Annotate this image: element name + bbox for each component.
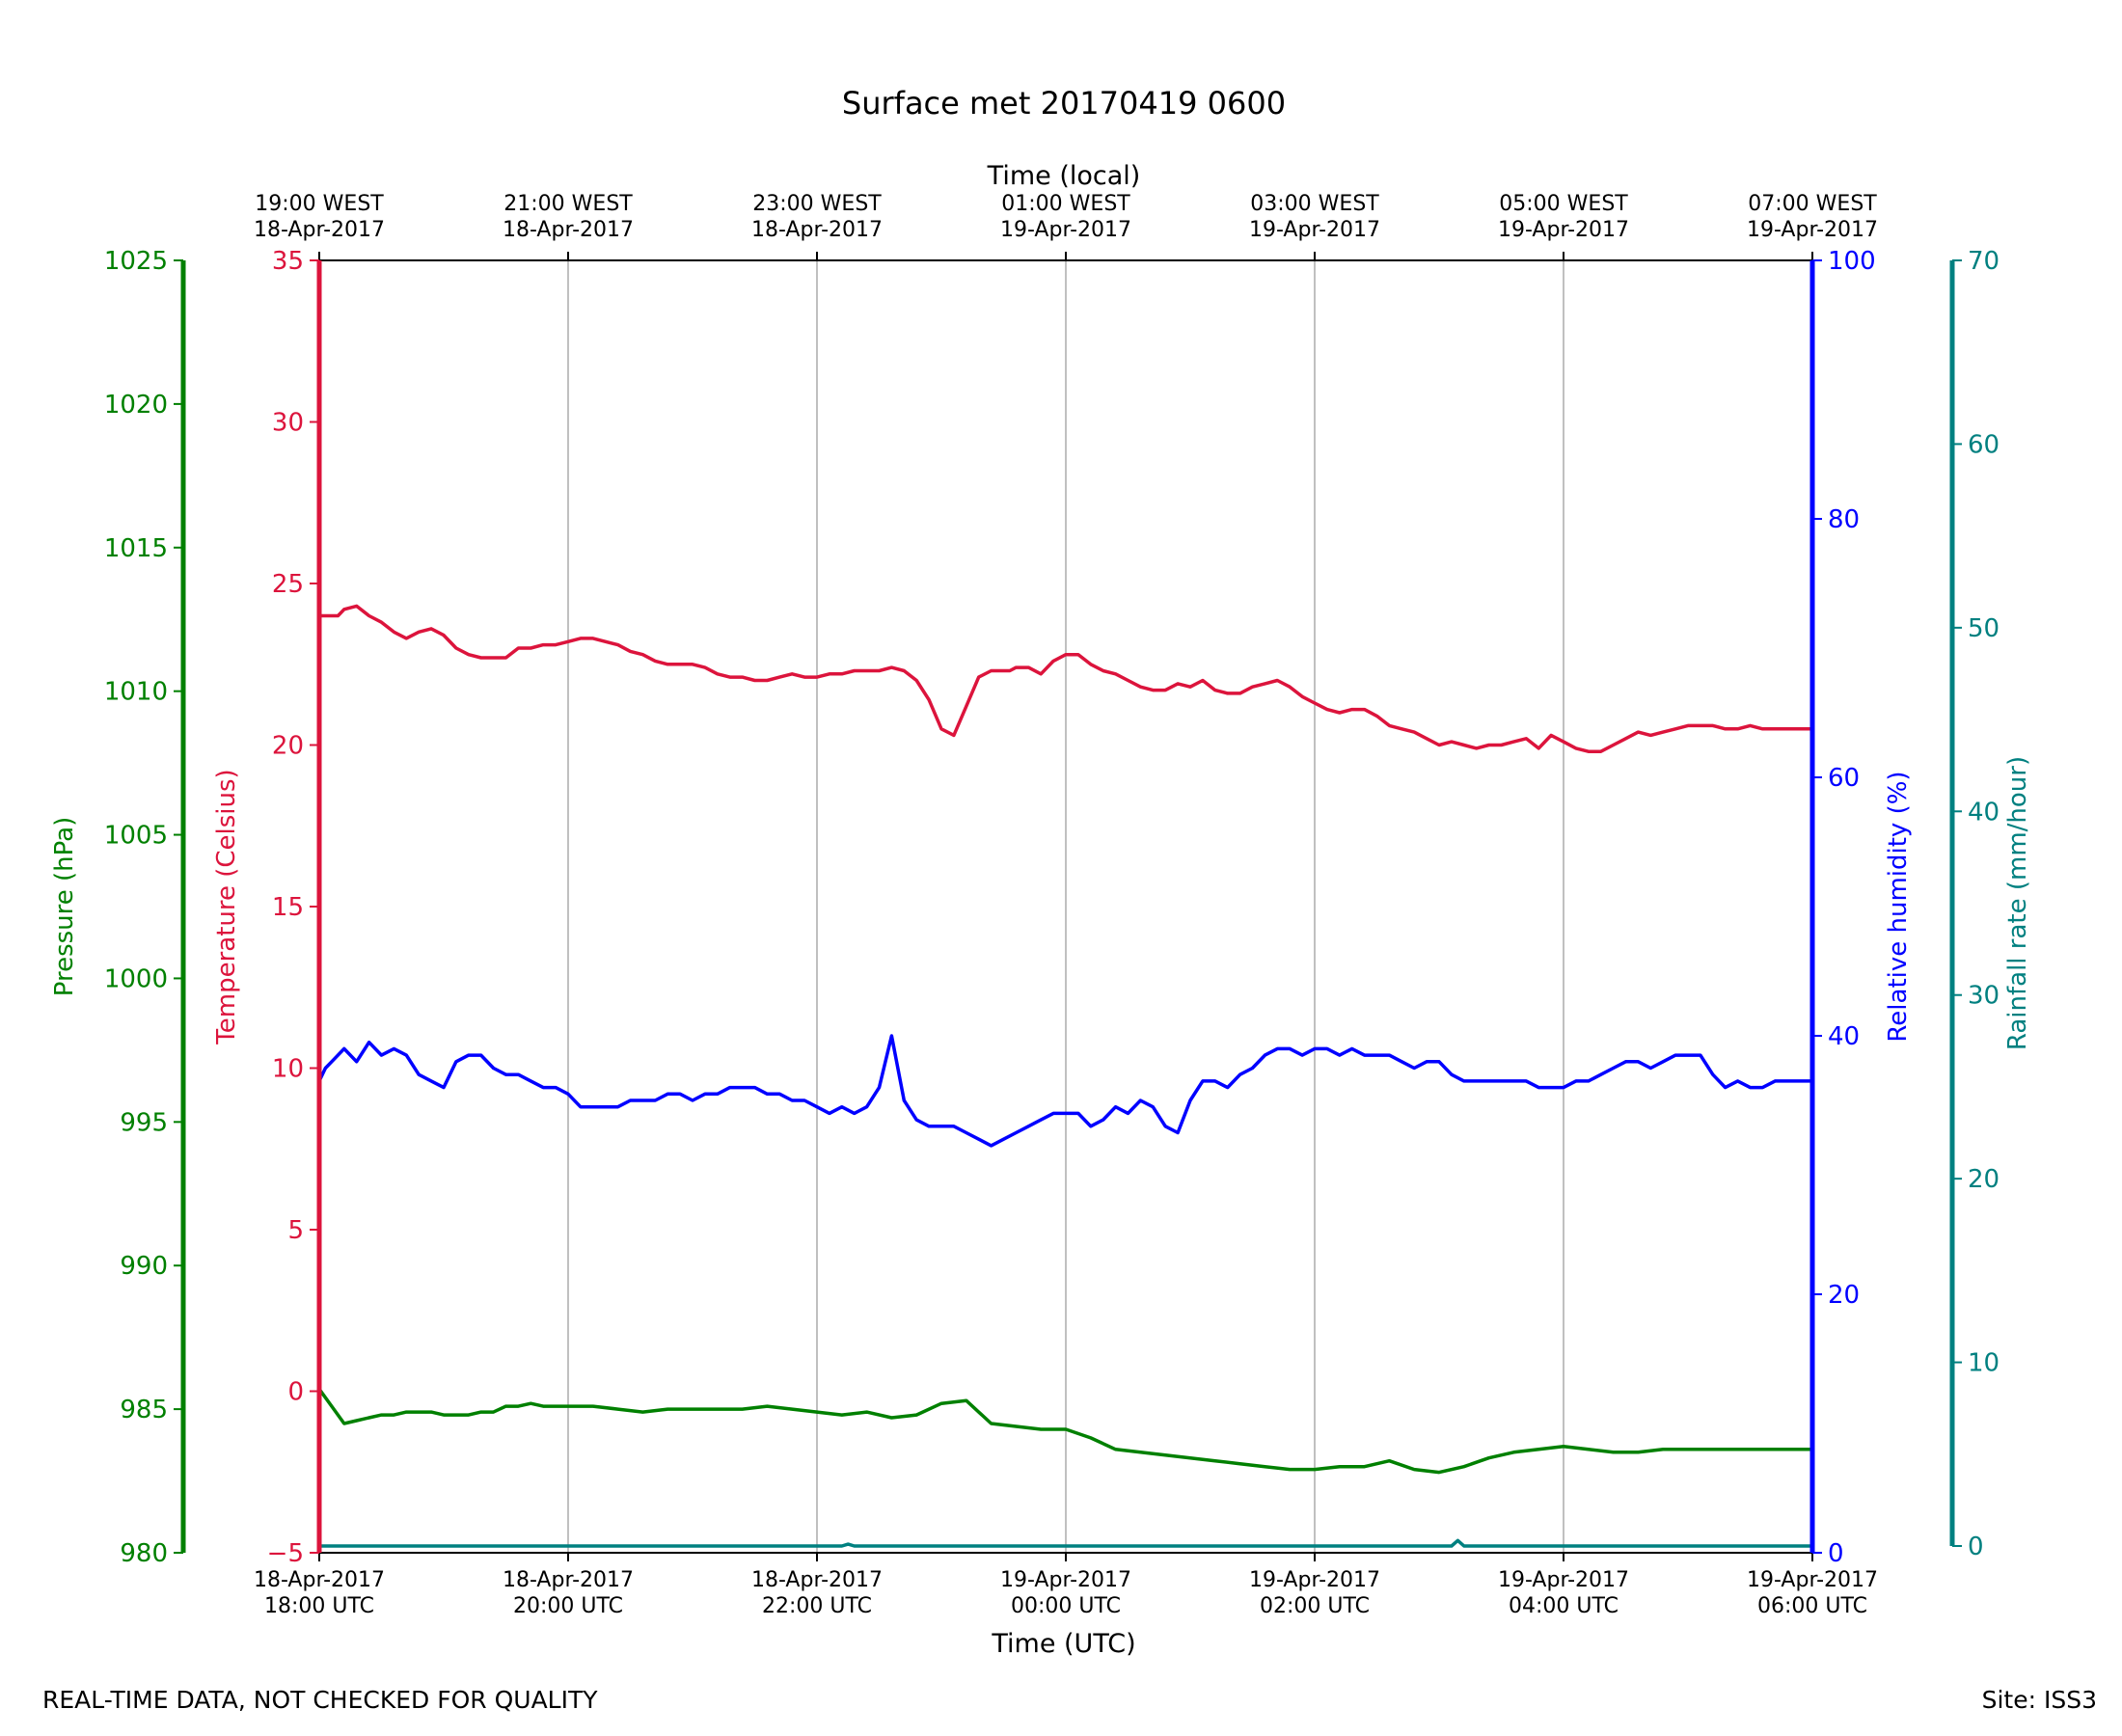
pressure-tick-label: 1010 [104,678,168,707]
temperature-tick-label: 10 [272,1055,304,1084]
temperature-axis-label: Temperature (Celsius) [212,769,241,1044]
rainfall-tick-label: 10 [1968,1349,2000,1378]
humidity-tick-label: 80 [1828,505,1860,534]
humidity-tick-label: 0 [1828,1539,1844,1568]
x-tick-label-utc-time: 00:00 UTC [1011,1594,1121,1618]
series-rainfall-line [319,1538,1812,1548]
x-tick-label-utc-time: 02:00 UTC [1260,1594,1370,1618]
quality-disclaimer: REAL-TIME DATA, NOT CHECKED FOR QUALITY [42,1686,598,1714]
humidity-axis-label: Relative humidity (%) [1884,771,1913,1042]
temperature-tick-label: 0 [287,1378,304,1407]
x-tick-label-local-time: 21:00 WEST [503,192,633,216]
series-layer [317,604,1812,1548]
rainfall-tick-label: 0 [1968,1533,1984,1561]
x-tick-label-utc-time: 20:00 UTC [513,1594,623,1618]
x-tick-label-local-date: 18-Apr-2017 [503,218,634,242]
rainfall-tick-label: 60 [1968,430,2000,459]
temperature-tick-label: 30 [272,409,304,438]
x-tick-label-local-time: 23:00 WEST [752,192,882,216]
humidity-tick-label: 20 [1828,1281,1860,1310]
x-tick-label-local-date: 19-Apr-2017 [1498,218,1629,242]
x-tick-label-utc-date: 19-Apr-2017 [1000,1568,1131,1592]
x-tick-label-utc-date: 18-Apr-2017 [751,1568,883,1592]
rainfall-tick-label: 20 [1968,1165,2000,1194]
pressure-tick-label: 1015 [104,534,168,563]
chart-title: Surface met 20170419 0600 [842,85,1286,122]
x-tick-label-utc-date: 19-Apr-2017 [1747,1568,1878,1592]
series-temperature-line [319,604,1812,753]
x-axis-top-label: Time (local) [987,161,1141,191]
x-tick-label-utc-time: 22:00 UTC [762,1594,872,1618]
x-tick-label-local-time: 07:00 WEST [1748,192,1877,216]
rainfall-tick-label: 50 [1968,614,2000,643]
x-axis-label: Time (UTC) [991,1629,1135,1659]
x-tick-label-local-time: 05:00 WEST [1499,192,1628,216]
temperature-tick-label: −5 [267,1539,304,1568]
x-tick-label-utc-time: 18:00 UTC [264,1594,374,1618]
x-tick-label-local-time: 03:00 WEST [1250,192,1379,216]
temperature-tick-label: 20 [272,732,304,761]
x-tick-label-utc-date: 19-Apr-2017 [1498,1568,1629,1592]
pressure-tick-label: 1005 [104,822,168,851]
x-tick-label-utc-time: 06:00 UTC [1757,1594,1867,1618]
pressure-tick-label: 985 [120,1396,168,1424]
x-tick-label-utc-date: 18-Apr-2017 [254,1568,385,1592]
pressure-tick-label: 980 [120,1539,168,1568]
rainfall-tick-label: 30 [1968,982,2000,1011]
series-humidity-line [317,1034,1812,1148]
x-tick-label-local-date: 19-Apr-2017 [1747,218,1878,242]
rainfall-tick-label: 40 [1968,798,2000,827]
x-tick-label-local-date: 19-Apr-2017 [1000,218,1131,242]
humidity-tick-label: 60 [1828,764,1860,793]
pressure-axis-label: Pressure (hPa) [50,817,79,997]
temperature-tick-label: 25 [272,570,304,599]
humidity-tick-label: 100 [1828,247,1876,276]
x-tick-label-utc-time: 04:00 UTC [1509,1594,1619,1618]
humidity-tick-label: 40 [1828,1022,1860,1051]
x-tick-label-local-date: 18-Apr-2017 [751,218,883,242]
series-pressure-line [317,1388,1812,1475]
pressure-tick-label: 1000 [104,964,168,993]
y-axes: 980985990995100010051010101510201025Pres… [50,247,2032,1568]
pressure-tick-label: 1020 [104,391,168,420]
site-label: Site: ISS3 [1981,1686,2097,1714]
x-tick-label-utc-date: 19-Apr-2017 [1249,1568,1380,1592]
temperature-tick-label: 5 [287,1216,304,1245]
x-tick-label-local-time: 01:00 WEST [1001,192,1130,216]
x-tick-label-local-time: 19:00 WEST [255,192,384,216]
pressure-tick-label: 990 [120,1252,168,1281]
rainfall-tick-label: 70 [1968,247,2000,276]
pressure-tick-label: 995 [120,1108,168,1137]
vertical-grid-lines [567,260,1564,1553]
temperature-tick-label: 35 [272,247,304,276]
x-tick-label-local-date: 19-Apr-2017 [1249,218,1380,242]
x-tick-label-local-date: 18-Apr-2017 [254,218,385,242]
x-tick-label-utc-date: 18-Apr-2017 [503,1568,634,1592]
pressure-tick-label: 1025 [104,247,168,276]
rainfall-axis-label: Rainfall rate (mm/hour) [2003,756,2032,1050]
temperature-tick-label: 15 [272,893,304,922]
